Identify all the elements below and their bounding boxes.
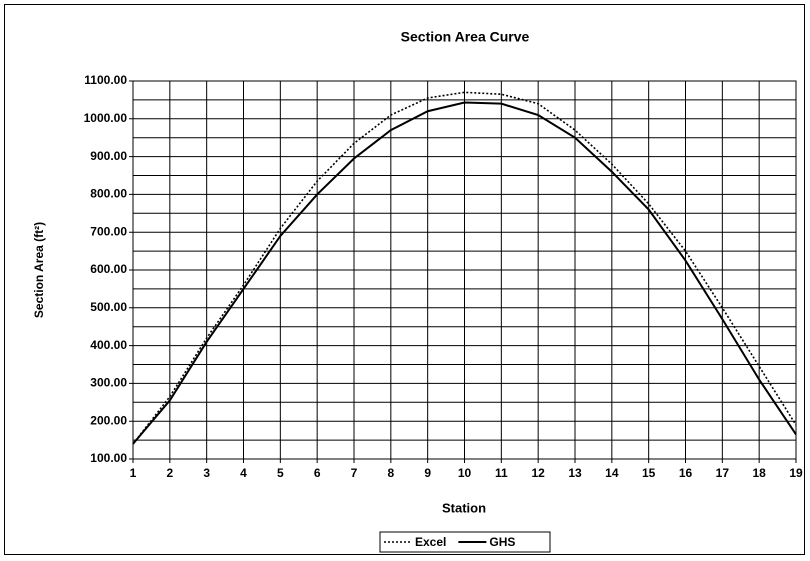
x-tick-label: 11: [495, 466, 508, 480]
x-tick-label: 3: [203, 466, 210, 480]
y-tick-label: 600.00: [90, 262, 127, 276]
x-tick-label: 18: [752, 466, 766, 480]
x-tick-label: 8: [387, 466, 394, 480]
x-tick-label: 19: [789, 466, 803, 480]
x-axis-label: Station: [442, 500, 486, 515]
line-series: [132, 91, 797, 445]
line-series: [132, 101, 797, 445]
x-tick-label: 9: [424, 466, 431, 480]
chart-title: Section Area Curve: [401, 29, 530, 45]
y-tick-label: 500.00: [90, 300, 127, 314]
x-tick-label: 4: [240, 466, 247, 480]
x-tick-label: 10: [458, 466, 472, 480]
y-tick-label: 700.00: [90, 224, 127, 238]
y-tick-label: 1100.00: [84, 73, 127, 87]
legend-label: GHS: [489, 535, 515, 549]
y-axis-label: Section Area (ft²): [32, 222, 46, 318]
y-tick-label: 400.00: [90, 338, 127, 352]
x-tick-label: 13: [568, 466, 582, 480]
y-tick-label: 100.00: [90, 451, 127, 465]
x-tick-label: 15: [642, 466, 656, 480]
y-tick-label: 300.00: [90, 376, 127, 390]
x-tick-label: 7: [351, 466, 358, 480]
y-tick-label: 900.00: [90, 149, 127, 163]
x-tick-label: 14: [605, 466, 619, 480]
x-tick-label: 2: [166, 466, 173, 480]
x-tick-label: 1: [130, 466, 137, 480]
legend-label: Excel: [415, 535, 446, 549]
x-tick-label: 6: [314, 466, 321, 480]
x-tick-label: 16: [679, 466, 693, 480]
x-tick-label: 12: [531, 466, 545, 480]
y-tick-label: 1000.00: [84, 111, 128, 125]
y-tick-label: 200.00: [90, 413, 127, 427]
x-tick-label: 5: [277, 466, 284, 480]
x-tick-label: 17: [716, 466, 730, 480]
y-tick-label: 800.00: [90, 187, 127, 201]
